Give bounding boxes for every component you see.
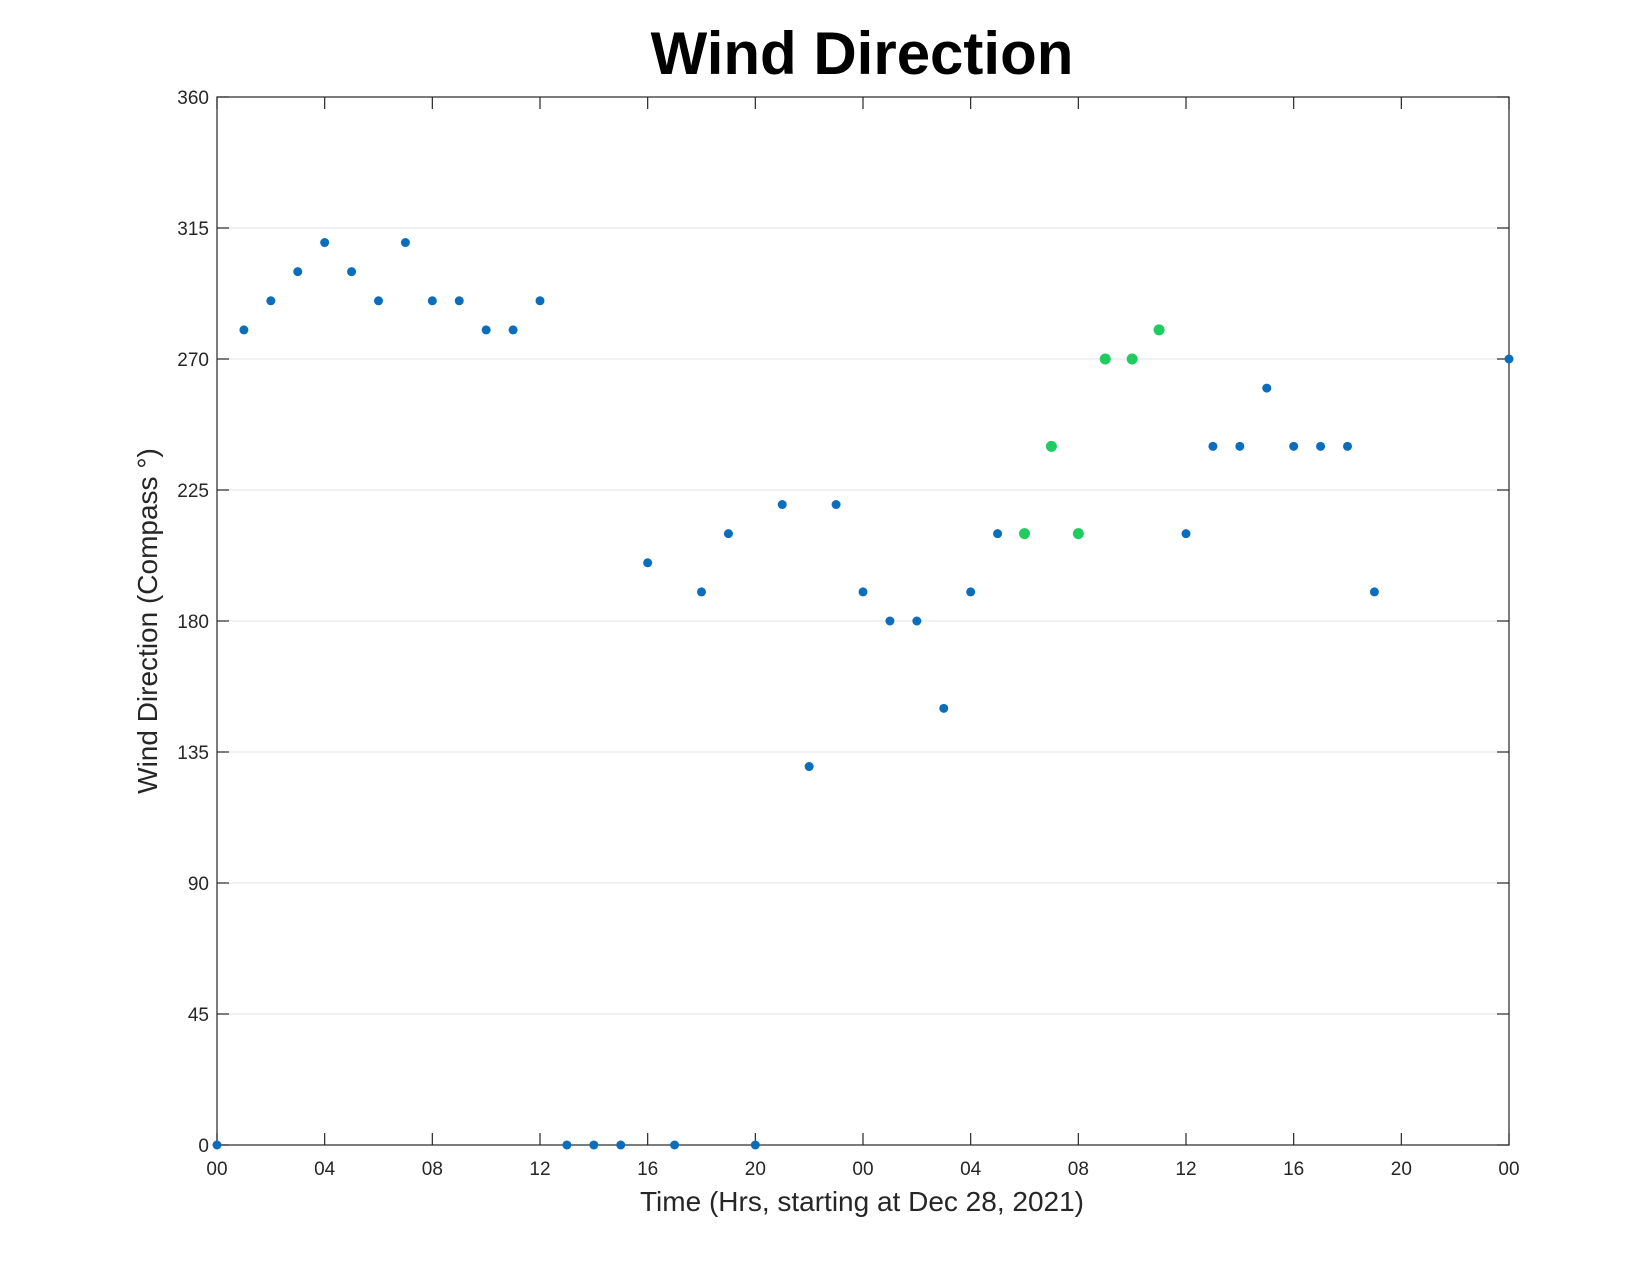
data-point: [885, 616, 895, 626]
data-point: [1019, 528, 1030, 540]
data-point: [643, 558, 653, 568]
x-tick-label: 16: [1283, 1159, 1304, 1180]
x-tick-label: 00: [1498, 1159, 1519, 1180]
data-point: [750, 1140, 760, 1150]
data-point: [993, 529, 1003, 539]
data-point: [481, 325, 491, 335]
y-tick-label: 90: [188, 874, 209, 895]
data-point: [1208, 441, 1218, 451]
data-point: [1045, 440, 1057, 452]
data-point: [1504, 354, 1514, 364]
data-point: [454, 296, 464, 306]
data-point: [374, 296, 383, 306]
data-point: [347, 267, 357, 277]
data-point: [1235, 441, 1245, 451]
data-point: [939, 703, 949, 713]
x-tick-label: 20: [1391, 1159, 1412, 1180]
data-point: [1369, 587, 1379, 597]
data-point: [1072, 528, 1084, 540]
y-axis-label: Wind Direction (Compass °): [132, 448, 163, 794]
data-point: [723, 529, 733, 539]
data-point: [670, 1140, 680, 1150]
x-tick-label: 08: [422, 1159, 443, 1180]
grid-lines: [217, 227, 1509, 1015]
y-tick-label: 225: [177, 481, 209, 502]
y-tick-label: 0: [198, 1136, 209, 1157]
y-tick-label: 135: [177, 743, 209, 764]
data-point: [1289, 441, 1299, 451]
x-tick-label: 04: [960, 1159, 982, 1180]
data-point: [777, 500, 787, 510]
x-tick-label: 08: [1068, 1159, 1089, 1180]
x-tick-label: 04: [314, 1159, 336, 1180]
data-point: [1126, 353, 1138, 365]
data-point: [804, 762, 814, 772]
y-tick-label: 315: [177, 219, 209, 240]
data-point: [427, 296, 437, 306]
data-point: [1099, 353, 1111, 365]
data-point: [589, 1140, 599, 1150]
data-point: [1316, 441, 1326, 451]
data-point: [1262, 383, 1272, 393]
data-point: [508, 325, 518, 335]
data-point: [831, 500, 841, 510]
data-point: [1181, 529, 1191, 539]
y-tick-label: 270: [177, 350, 209, 371]
data-point: [266, 296, 276, 306]
axis-ticks: 0 45 90 135 180 225 270 315 360 00 04 08 12 16 20 00 04 0…: [177, 88, 1519, 1180]
y-tick-label: 360: [177, 88, 209, 109]
y-tick-label: 45: [188, 1005, 209, 1026]
data-point: [966, 587, 976, 597]
data-point: [1343, 441, 1352, 451]
x-tick-label: 12: [1175, 1159, 1196, 1180]
x-tick-label: 00: [852, 1159, 873, 1180]
data-point: [400, 238, 410, 248]
x-tick-label: 12: [529, 1159, 550, 1180]
data-point: [535, 296, 545, 306]
data-point: [239, 325, 249, 335]
data-point: [293, 267, 303, 277]
chart-title: Wind Direction: [651, 20, 1074, 87]
data-point: [320, 238, 330, 248]
y-tick-label: 180: [177, 612, 209, 633]
data-point: [1153, 324, 1165, 336]
data-point: [212, 1140, 222, 1150]
data-point: [912, 616, 922, 626]
data-point: [858, 587, 868, 597]
x-tick-label: 20: [745, 1159, 766, 1180]
x-tick-label: 16: [637, 1159, 658, 1180]
data-point: [562, 1140, 572, 1150]
x-axis-label: Time (Hrs, starting at Dec 28, 2021): [640, 1186, 1084, 1217]
data-point: [616, 1140, 626, 1150]
data-points: [212, 238, 1514, 1150]
data-point: [697, 587, 706, 597]
x-tick-label: 00: [206, 1159, 227, 1180]
